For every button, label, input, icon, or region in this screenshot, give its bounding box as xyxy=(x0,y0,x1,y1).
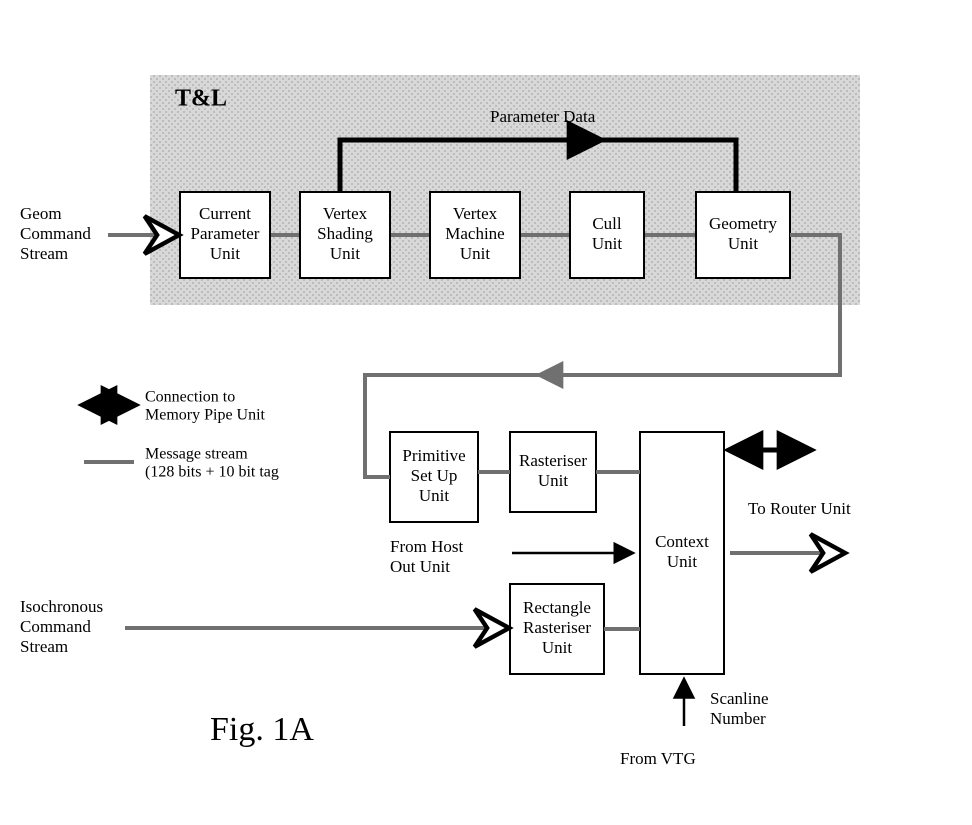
geom-stream-label-2: Command xyxy=(20,224,91,243)
geom-box: GeometryUnit xyxy=(696,192,790,278)
to-router-label: To Router Unit xyxy=(748,499,851,518)
ras-label-2: Unit xyxy=(538,471,569,490)
from-host-label-1: From Host xyxy=(390,537,463,556)
diagram-root: T&L Parameter Data Geom Command Stream C… xyxy=(0,0,972,825)
tl-title: T&L xyxy=(175,86,227,112)
parameter-data-label: Parameter Data xyxy=(490,107,596,126)
ctx-box: ContextUnit xyxy=(640,432,724,674)
vmu-label-3: Unit xyxy=(460,244,491,263)
from-host-label-2: Out Unit xyxy=(390,557,450,576)
geom-stream-label-1: Geom xyxy=(20,204,62,223)
vmu-box: VertexMachineUnit xyxy=(430,192,520,278)
ctx-label-1: Context xyxy=(655,532,709,551)
vsu-label-2: Shading xyxy=(317,224,373,243)
legend-msg-label-1: Message stream xyxy=(145,446,248,463)
geom-label-2: Unit xyxy=(728,234,759,253)
geom-label-1: Geometry xyxy=(709,214,777,233)
vsu-label-3: Unit xyxy=(330,244,361,263)
legend-mem-label-2: Memory Pipe Unit xyxy=(145,407,266,424)
psu-box: PrimitiveSet UpUnit xyxy=(390,432,478,522)
vmu-label-2: Machine xyxy=(445,224,504,243)
psu-label-1: Primitive xyxy=(402,446,465,465)
ras-box: RasteriserUnit xyxy=(510,432,596,512)
iso-stream-label-1: Isochronous xyxy=(20,597,103,616)
rras-label-1: Rectangle xyxy=(523,598,591,617)
scanline-label-1: Scanline xyxy=(710,689,769,708)
scanline-label-2: Number xyxy=(710,709,766,728)
geom-stream-label-3: Stream xyxy=(20,244,68,263)
from-vtg-label: From VTG xyxy=(620,749,696,768)
cpu-label-2: Parameter xyxy=(191,224,260,243)
vmu-label-1: Vertex xyxy=(453,204,498,223)
cull-label-1: Cull xyxy=(592,214,622,233)
figure-label: Fig. 1A xyxy=(210,711,314,748)
psu-label-3: Unit xyxy=(419,486,450,505)
cull-box: CullUnit xyxy=(570,192,644,278)
rras-label-2: Rasteriser xyxy=(523,618,591,637)
cpu-label-1: Current xyxy=(199,204,251,223)
ctx-label-2: Unit xyxy=(667,552,698,571)
vsu-label-1: Vertex xyxy=(323,204,368,223)
ras-label-1: Rasteriser xyxy=(519,451,587,470)
legend-msg-label-2: (128 bits + 10 bit tag xyxy=(145,464,279,481)
rras-box: RectangleRasteriserUnit xyxy=(510,584,604,674)
rras-label-3: Unit xyxy=(542,638,573,657)
cpu-label-3: Unit xyxy=(210,244,241,263)
iso-stream-label-2: Command xyxy=(20,617,91,636)
vsu-box: VertexShadingUnit xyxy=(300,192,390,278)
psu-label-2: Set Up xyxy=(411,466,458,485)
iso-stream-label-3: Stream xyxy=(20,637,68,656)
legend-mem-label-1: Connection to xyxy=(145,389,235,406)
cpu-box: CurrentParameterUnit xyxy=(180,192,270,278)
cull-label-2: Unit xyxy=(592,234,623,253)
